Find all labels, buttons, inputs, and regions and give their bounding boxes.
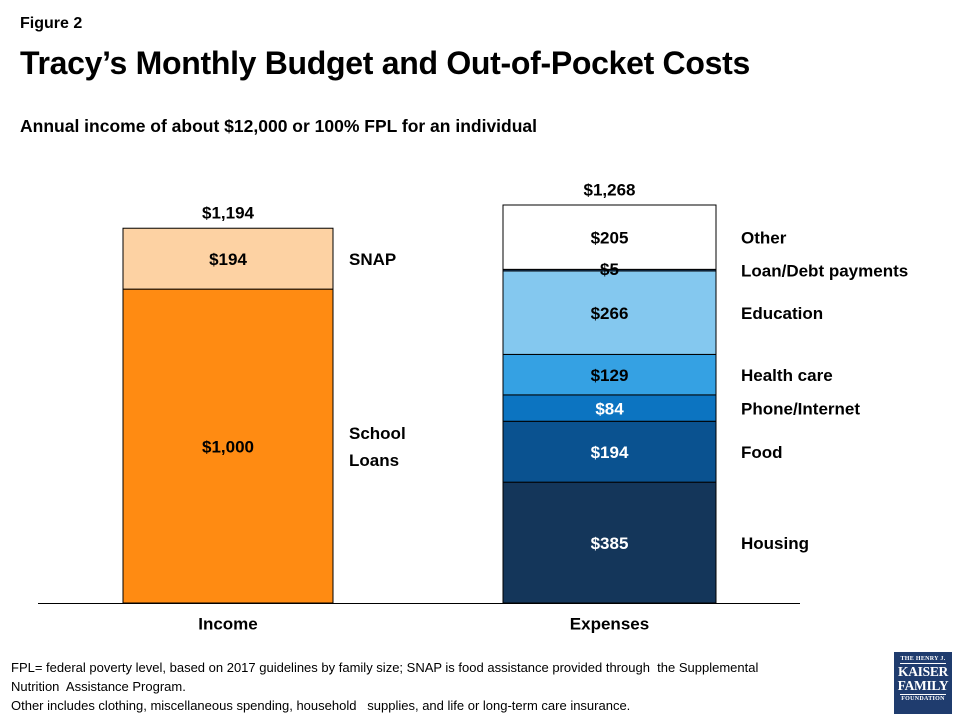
segment-value-label: $266 [591,304,629,323]
bar-segment-health-care [502,353,717,396]
segment-value-label: $194 [209,250,247,269]
segment-value-label: $205 [591,229,629,248]
footnote-line: Nutrition Assistance Program. [11,679,186,694]
bar-segment-food [502,420,717,483]
bar-segment-housing [502,481,717,604]
bar-segment-other [502,204,717,270]
logo-line: FOUNDATION [901,696,945,702]
chart-subtitle: Annual income of about $12,000 or 100% F… [20,116,538,136]
segment-category-label: Phone/Internet [741,400,860,419]
x-tick-label: Expenses [570,614,649,633]
segment-category-label: Loan/Debt payments [741,262,908,281]
footnote-line: FPL= federal poverty level, based on 201… [11,660,759,675]
segment-category-label: Health care [741,366,833,385]
kff-logo: THE HENRY J. KAISER FAMILY FOUNDATION [894,652,952,714]
segment-category-label: SNAP [349,250,396,269]
segment-value-label: $385 [591,534,629,553]
logo-line: FAMILY [897,678,949,693]
segment-value-label: $84 [595,400,624,419]
bar-segment-phone-internet [502,394,717,422]
bar-total-label: $1,268 [584,180,636,199]
bar-segment-education [502,270,717,355]
segment-category-label: Food [741,443,783,462]
logo-rule [900,663,946,664]
segment-category-label: Other [741,229,787,248]
segment-category-label: School [349,424,406,443]
segment-category-label: Loans [349,451,399,470]
segment-category-label: Education [741,304,823,323]
segment-value-label: $5 [600,260,619,279]
segment-category-label: Housing [741,534,809,553]
logo-line: THE HENRY J. [900,656,946,662]
x-tick-label: Income [198,614,258,633]
logo-rule [900,694,946,695]
figure-label: Figure 2 [20,15,83,32]
footnotes: FPL= federal poverty level, based on 201… [11,658,871,715]
chart-title: Tracy’s Monthly Budget and Out-of-Pocket… [20,45,750,81]
bar-segment-snap [122,227,334,290]
segment-value-label: $1,000 [202,438,254,457]
segment-value-label: $129 [591,366,629,385]
segment-value-label: $194 [591,443,629,462]
logo-line: KAISER [898,664,948,679]
bar-total-label: $1,194 [202,204,255,223]
footnote-line: Other includes clothing, miscellaneous s… [11,698,631,713]
